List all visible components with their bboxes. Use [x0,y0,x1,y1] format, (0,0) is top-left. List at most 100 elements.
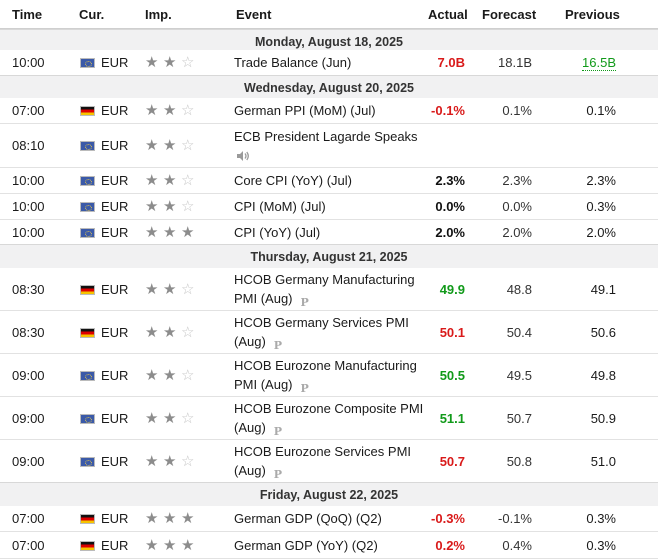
star-empty-icon: ☆ [181,410,195,427]
star-empty-icon: ☆ [181,453,195,470]
event-name-line2[interactable]: PMI (Aug) P [234,291,309,309]
star-empty-icon: ☆ [181,137,195,154]
table-row[interactable]: 10:00 EUR ★ ★ ☆ Trade Balance (Jun) 7.0B 18.1B 1… [0,50,658,76]
star-filled-icon: ★ [145,54,159,71]
actual-value: 51.1 [439,411,465,426]
importance-stars: ★ ★ ☆ [145,410,201,427]
event-name[interactable]: HCOB Eurozone Services PMI [234,444,412,459]
event-name[interactable]: German GDP (YoY) (Q2) [234,538,378,553]
importance-stars: ★ ★ ☆ [145,367,201,384]
table-row[interactable]: 08:30 EUR ★ ★ ☆ HCOB Germany Services PMI (Aug… [0,311,658,354]
col-forecast[interactable]: Forecast [482,7,537,22]
event-time: 09:00 [12,454,45,469]
eu-flag-icon [80,371,95,381]
event-name-line2[interactable]: PMI (Aug) P [234,377,309,395]
previous-value: 0.3% [586,511,616,526]
date-label: Monday, August 18, 2025 [255,35,403,49]
star-filled-icon: ★ [145,453,159,470]
star-filled-icon: ★ [145,198,159,215]
actual-value: 49.9 [439,282,465,297]
table-row[interactable]: 07:00 EUR ★ ★ ☆ German PPI (MoM) (Jul) -0.1% 0.… [0,98,658,124]
eu-flag-icon [80,457,95,467]
event-name-line2[interactable]: (Aug) P [234,334,282,352]
previous-value: 2.3% [586,173,616,188]
col-event[interactable]: Event [236,7,272,22]
table-row[interactable]: 09:00 EUR ★ ★ ☆ HCOB Eurozone Manufacturing PM… [0,354,658,397]
star-empty-icon: ☆ [181,367,195,384]
star-filled-icon: ★ [163,324,177,341]
actual-value: 2.3% [435,173,465,188]
star-filled-icon: ★ [163,224,177,241]
actual-value: -0.1% [431,103,465,118]
event-time: 07:00 [12,511,45,526]
importance-stars: ★ ★ ☆ [145,54,201,71]
importance-stars: ★ ★ ☆ [145,172,201,189]
col-importance[interactable]: Imp. [145,7,172,22]
actual-value: 50.5 [439,368,465,383]
event-name[interactable]: HCOB Germany Services PMI [234,315,409,330]
table-row[interactable]: 07:00 EUR ★ ★ ★ German GDP (QoQ) (Q2) -0.3% -0.… [0,506,658,532]
previous-value[interactable]: 16.5B [582,55,616,71]
table-row[interactable]: 08:30 EUR ★ ★ ☆ HCOB Germany Manufacturing PMI… [0,268,658,311]
previous-value: 50.6 [590,325,616,340]
table-row[interactable]: 10:00 EUR ★ ★ ★ CPI (YoY) (Jul) 2.0% 2.0% 2.0% [0,220,658,246]
col-currency[interactable]: Cur. [79,7,105,22]
importance-stars: ★ ★ ☆ [145,453,201,470]
event-time: 10:00 [12,55,45,70]
currency-code: EUR [101,103,129,118]
previous-value: 50.9 [590,411,616,426]
star-filled-icon: ★ [145,510,159,527]
star-filled-icon: ★ [163,410,177,427]
currency-code: EUR [101,225,129,240]
currency-code: EUR [101,454,129,469]
table-row[interactable]: 07:00 EUR ★ ★ ★ German GDP (YoY) (Q2) 0.2% 0.4%… [0,532,658,559]
event-name[interactable]: German PPI (MoM) (Jul) [234,103,376,118]
event-name[interactable]: ECB President Lagarde Speaks [234,129,418,144]
event-name[interactable]: HCOB Eurozone Manufacturing [234,358,417,373]
star-filled-icon: ★ [181,510,195,527]
event-name-part: (Aug) [234,420,266,435]
table-row[interactable]: 09:00 EUR ★ ★ ☆ HCOB Eurozone Services PMI (Au… [0,440,658,483]
preliminary-icon: P [273,425,283,438]
table-row[interactable]: 10:00 EUR ★ ★ ☆ CPI (MoM) (Jul) 0.0% 0.0% 0.3% [0,194,658,220]
table-row[interactable]: 08:10 EUR ★ ★ ☆ ECB President Lagarde Speaks [0,124,658,168]
event-name[interactable]: CPI (YoY) (Jul) [234,225,321,240]
currency-code: EUR [101,282,129,297]
preliminary-icon: P [300,382,309,395]
currency-code: EUR [101,411,129,426]
col-previous[interactable]: Previous [565,7,620,22]
eu-flag-icon [80,141,95,151]
de-flag-icon [80,106,95,116]
event-name[interactable]: CPI (MoM) (Jul) [234,199,326,214]
col-actual[interactable]: Actual [428,7,468,22]
currency-code: EUR [101,55,129,70]
event-name[interactable]: Core CPI (YoY) (Jul) [234,173,352,188]
event-name-part: PMI (Aug) [234,377,293,392]
star-empty-icon: ☆ [181,172,195,189]
event-name-line2[interactable]: (Aug) P [234,463,282,481]
star-empty-icon: ☆ [181,198,195,215]
forecast-value: 2.0% [502,225,532,240]
event-name[interactable]: HCOB Eurozone Composite PMI [234,401,424,416]
event-name[interactable]: HCOB Germany Manufacturing [234,272,415,287]
star-filled-icon: ★ [145,224,159,241]
table-row[interactable]: 09:00 EUR ★ ★ ☆ HCOB Eurozone Composite PMI (A… [0,397,658,440]
event-name-line2[interactable]: (Aug) P [234,420,282,438]
event-name[interactable]: German GDP (QoQ) (Q2) [234,511,382,526]
eu-flag-icon [80,176,95,186]
forecast-value: 2.3% [502,173,532,188]
forecast-value: 48.8 [506,282,532,297]
table-row[interactable]: 10:00 EUR ★ ★ ☆ Core CPI (YoY) (Jul) 2.3% 2.3% 2… [0,168,658,194]
event-time: 09:00 [12,411,45,426]
col-time[interactable]: Time [12,7,43,22]
event-time: 10:00 [12,225,45,240]
star-filled-icon: ★ [163,510,177,527]
event-name[interactable]: Trade Balance (Jun) [234,55,352,70]
importance-stars: ★ ★ ☆ [145,198,201,215]
currency-code: EUR [101,538,129,553]
actual-value: 50.1 [439,325,465,340]
date-row: Friday, August 22, 2025 [0,482,658,508]
importance-stars: ★ ★ ☆ [145,282,201,297]
star-empty-icon: ☆ [181,102,195,119]
